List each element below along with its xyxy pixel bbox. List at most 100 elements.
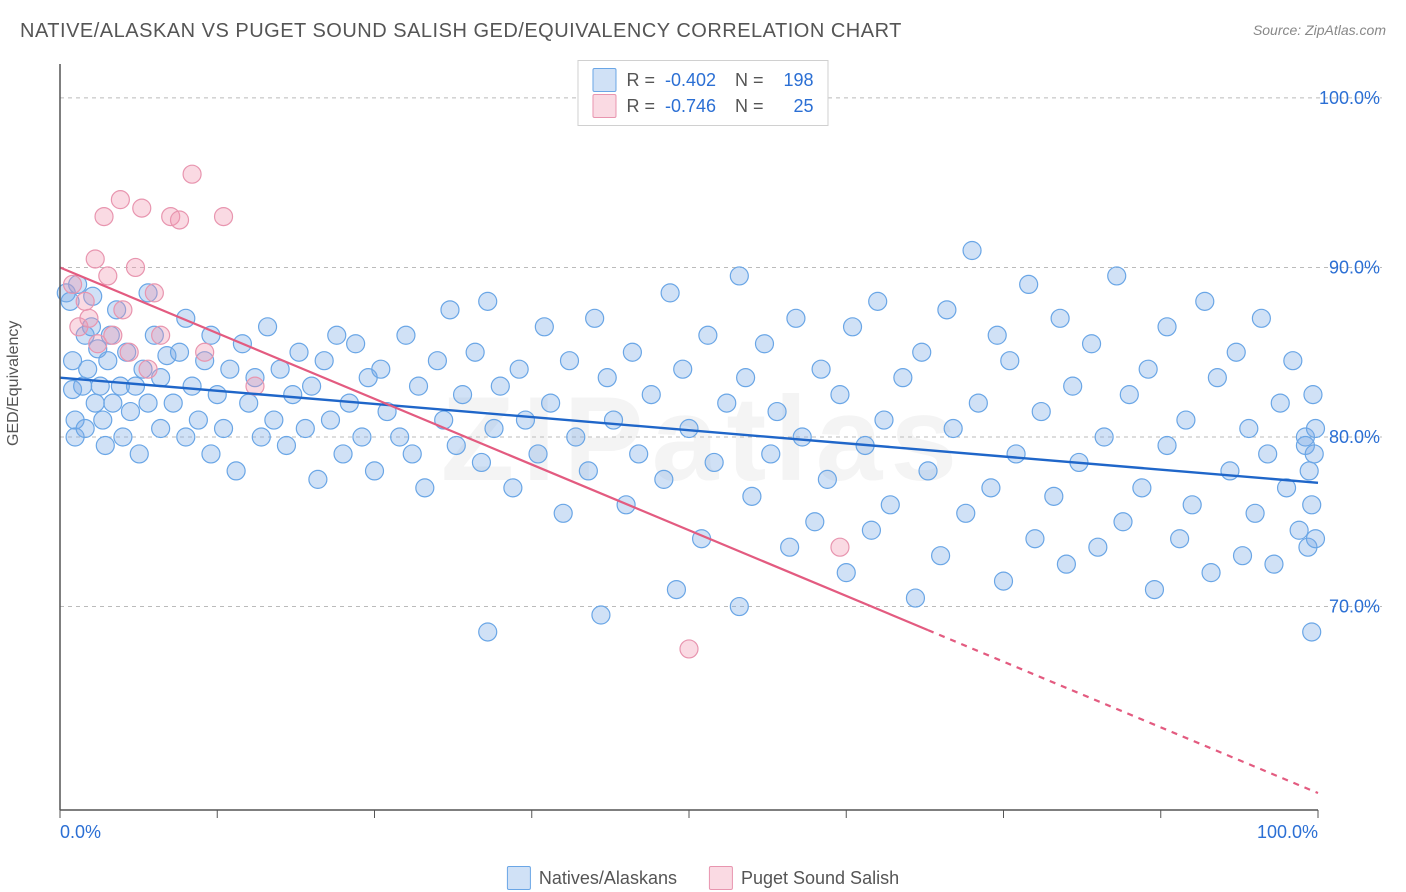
data-point bbox=[957, 504, 975, 522]
data-point bbox=[913, 343, 931, 361]
legend-label: Puget Sound Salish bbox=[741, 868, 899, 889]
data-point bbox=[718, 394, 736, 412]
x-tick-label: 0.0% bbox=[60, 822, 101, 842]
data-point bbox=[76, 420, 94, 438]
chart-container: NATIVE/ALASKAN VS PUGET SOUND SALISH GED… bbox=[0, 0, 1406, 892]
data-point bbox=[529, 445, 547, 463]
data-point bbox=[221, 360, 239, 378]
data-point bbox=[1133, 479, 1151, 497]
data-point bbox=[586, 309, 604, 327]
data-point bbox=[447, 436, 465, 454]
data-point bbox=[667, 581, 685, 599]
data-point bbox=[410, 377, 428, 395]
stat-n-label: N = bbox=[735, 67, 764, 93]
data-point bbox=[145, 284, 163, 302]
data-point bbox=[1234, 547, 1252, 565]
data-point bbox=[642, 386, 660, 404]
y-tick-label: 90.0% bbox=[1329, 257, 1380, 277]
y-axis-label: GED/Equivalency bbox=[5, 321, 23, 446]
data-point bbox=[1045, 487, 1063, 505]
scatter-plot: 0.0%100.0%70.0%80.0%90.0%100.0% bbox=[52, 56, 1388, 846]
data-point bbox=[982, 479, 1000, 497]
data-point bbox=[86, 394, 104, 412]
stats-row: R =-0.746N =25 bbox=[592, 93, 813, 119]
data-point bbox=[259, 318, 277, 336]
source-label: Source: ZipAtlas.com bbox=[1253, 22, 1386, 38]
data-point bbox=[1051, 309, 1069, 327]
data-point bbox=[919, 462, 937, 480]
series-legend: Natives/Alaskans Puget Sound Salish bbox=[507, 866, 899, 890]
data-point bbox=[1057, 555, 1075, 573]
data-point bbox=[554, 504, 572, 522]
data-point bbox=[818, 470, 836, 488]
data-point bbox=[812, 360, 830, 378]
data-point bbox=[762, 445, 780, 463]
data-point bbox=[99, 352, 117, 370]
legend-swatch bbox=[592, 94, 616, 118]
data-point bbox=[183, 165, 201, 183]
legend-swatch bbox=[507, 866, 531, 890]
data-point bbox=[1305, 445, 1323, 463]
data-point bbox=[1139, 360, 1157, 378]
data-point bbox=[743, 487, 761, 505]
legend-item: Natives/Alaskans bbox=[507, 866, 677, 890]
data-point bbox=[787, 309, 805, 327]
stats-legend: R =-0.402N =198R =-0.746N =25 bbox=[577, 60, 828, 126]
data-point bbox=[126, 377, 144, 395]
data-point bbox=[1120, 386, 1138, 404]
data-point bbox=[80, 309, 98, 327]
data-point bbox=[334, 445, 352, 463]
y-tick-label: 70.0% bbox=[1329, 597, 1380, 617]
data-point bbox=[881, 496, 899, 514]
data-point bbox=[428, 352, 446, 370]
data-point bbox=[1265, 555, 1283, 573]
data-point bbox=[605, 411, 623, 429]
data-point bbox=[265, 411, 283, 429]
data-point bbox=[86, 250, 104, 268]
data-point bbox=[1240, 420, 1258, 438]
data-point bbox=[1303, 623, 1321, 641]
data-point bbox=[1259, 445, 1277, 463]
data-point bbox=[435, 411, 453, 429]
data-point bbox=[699, 326, 717, 344]
data-point bbox=[1158, 436, 1176, 454]
data-point bbox=[944, 420, 962, 438]
data-point bbox=[906, 589, 924, 607]
data-point bbox=[227, 462, 245, 480]
data-point bbox=[598, 369, 616, 387]
data-point bbox=[366, 462, 384, 480]
data-point bbox=[1108, 267, 1126, 285]
data-point bbox=[680, 640, 698, 658]
data-point bbox=[240, 394, 258, 412]
data-point bbox=[1026, 530, 1044, 548]
data-point bbox=[869, 292, 887, 310]
data-point bbox=[1089, 538, 1107, 556]
data-point bbox=[755, 335, 773, 353]
y-tick-label: 100.0% bbox=[1319, 88, 1380, 108]
data-point bbox=[183, 377, 201, 395]
data-point bbox=[862, 521, 880, 539]
data-point bbox=[1306, 420, 1324, 438]
legend-label: Natives/Alaskans bbox=[539, 868, 677, 889]
data-point bbox=[120, 343, 138, 361]
data-point bbox=[655, 470, 673, 488]
stats-row: R =-0.402N =198 bbox=[592, 67, 813, 93]
data-point bbox=[837, 564, 855, 582]
data-point bbox=[1303, 496, 1321, 514]
stat-n-label: N = bbox=[735, 93, 764, 119]
data-point bbox=[472, 453, 490, 471]
data-point bbox=[1007, 445, 1025, 463]
data-point bbox=[831, 538, 849, 556]
data-point bbox=[303, 377, 321, 395]
data-point bbox=[1183, 496, 1201, 514]
data-point bbox=[1145, 581, 1163, 599]
data-point bbox=[104, 326, 122, 344]
data-point bbox=[121, 403, 139, 421]
data-point bbox=[516, 411, 534, 429]
data-point bbox=[215, 420, 233, 438]
data-point bbox=[391, 428, 409, 446]
legend-item: Puget Sound Salish bbox=[709, 866, 899, 890]
data-point bbox=[130, 445, 148, 463]
y-tick-label: 80.0% bbox=[1329, 427, 1380, 447]
data-point bbox=[969, 394, 987, 412]
